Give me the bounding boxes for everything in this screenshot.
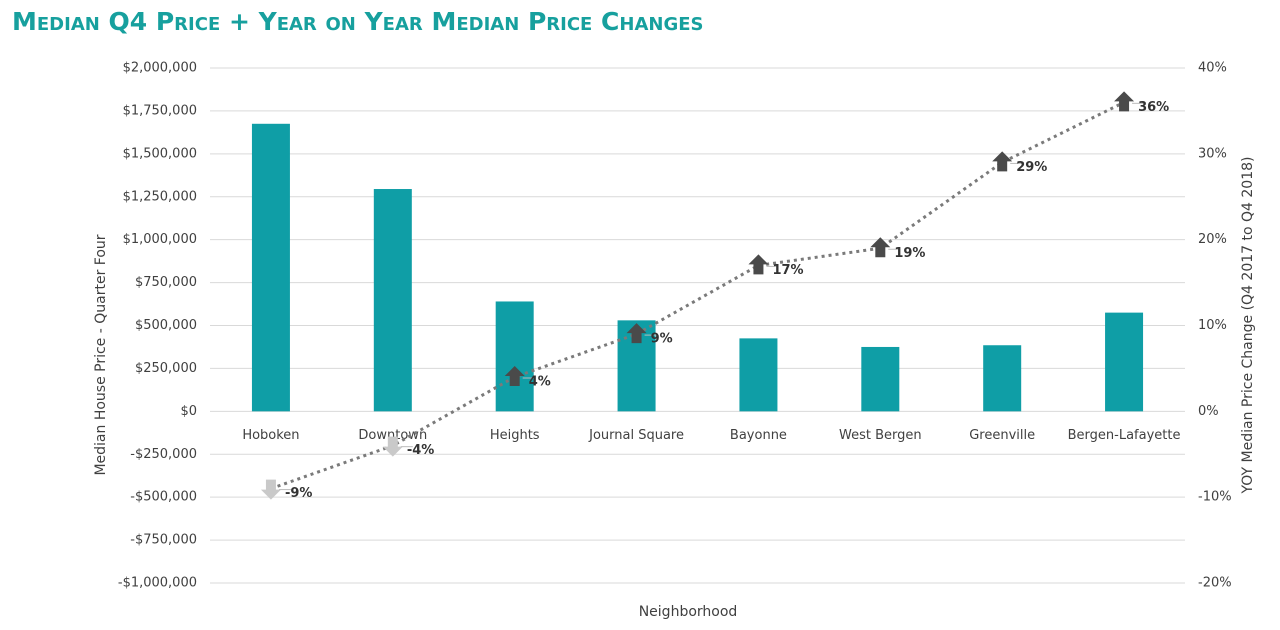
up-arrow xyxy=(870,237,891,258)
x-tick-label: Hoboken xyxy=(242,428,299,443)
y-tick-label: -$250,000 xyxy=(130,447,197,462)
y2-tick-label: -20% xyxy=(1198,576,1232,591)
y-tick-label: $750,000 xyxy=(135,275,197,290)
data-label: 4% xyxy=(529,375,551,390)
data-label: 9% xyxy=(651,332,673,347)
y2-tick-label: -10% xyxy=(1198,490,1232,505)
data-label: 29% xyxy=(1016,160,1047,175)
bar xyxy=(861,346,900,412)
y-tick-label: $250,000 xyxy=(135,361,197,376)
y-tick-label: $500,000 xyxy=(135,318,197,333)
data-label: -9% xyxy=(285,486,312,501)
y-tick-label: $0 xyxy=(180,404,197,419)
bar xyxy=(495,301,534,412)
data-label: -4% xyxy=(407,443,434,458)
x-tick-label: West Bergen xyxy=(839,428,922,443)
x-tick-label: Bayonne xyxy=(730,428,787,443)
x-axis-title: Neighborhood xyxy=(639,604,738,620)
data-label: 19% xyxy=(894,246,925,261)
up-arrow xyxy=(1114,91,1135,112)
x-tick-label: Bergen-Lafayette xyxy=(1068,428,1181,443)
data-label: 36% xyxy=(1138,100,1169,115)
y-tick-label: -$500,000 xyxy=(130,490,197,505)
up-arrow xyxy=(504,366,525,386)
y-tick-label: $2,000,000 xyxy=(123,61,197,76)
chart-title: Median Q4 Price + Year on Year Median Pr… xyxy=(12,7,704,36)
down-arrow xyxy=(260,479,281,500)
trend-line xyxy=(270,100,1125,490)
up-arrow xyxy=(626,323,647,344)
y2-tick-label: 10% xyxy=(1198,318,1227,333)
bar xyxy=(1105,312,1144,412)
x-tick-label: Heights xyxy=(490,428,540,443)
x-tick-label: Downtown xyxy=(358,428,427,443)
bar xyxy=(251,123,290,412)
y2-axis-title: YOY Median Price Change (Q4 2017 to Q4 2… xyxy=(1240,157,1256,495)
up-arrow xyxy=(992,151,1013,172)
y-tick-label: $1,750,000 xyxy=(123,103,197,118)
y-tick-label: $1,000,000 xyxy=(123,232,197,247)
y-tick-label: $1,250,000 xyxy=(123,189,197,204)
bar xyxy=(983,345,1022,412)
up-arrow xyxy=(748,254,769,275)
y2-tick-label: 30% xyxy=(1198,146,1227,161)
x-tick-label: Greenville xyxy=(969,428,1035,443)
y2-tick-label: 20% xyxy=(1198,232,1227,247)
y-axis-title: Median House Price - Quarter Four xyxy=(93,234,109,475)
y2-tick-label: 0% xyxy=(1198,404,1219,419)
bar xyxy=(373,189,412,412)
down-arrow xyxy=(382,436,403,457)
y-tick-label: -$750,000 xyxy=(130,533,197,548)
data-label: 17% xyxy=(772,263,803,278)
bar xyxy=(739,338,778,412)
y2-tick-label: 40% xyxy=(1198,61,1227,76)
x-tick-label: Journal Square xyxy=(588,428,684,443)
y-tick-label: $1,500,000 xyxy=(123,146,197,161)
y-tick-label: -$1,000,000 xyxy=(118,576,197,591)
